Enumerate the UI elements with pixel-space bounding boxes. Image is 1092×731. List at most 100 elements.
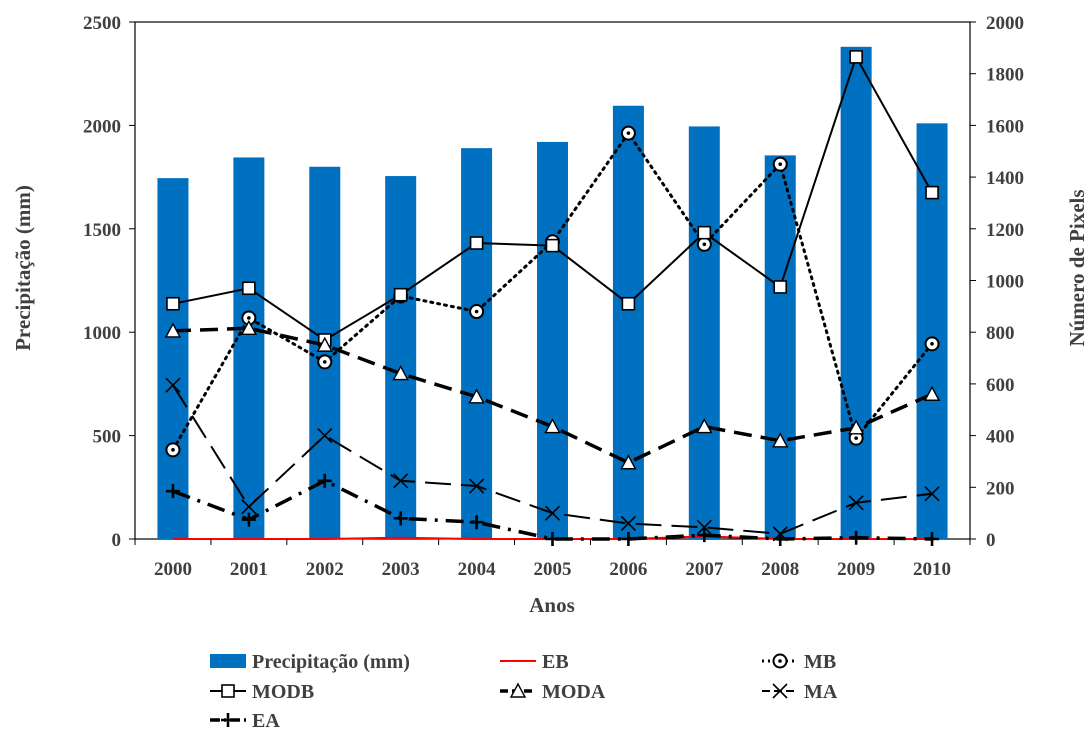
- legend-marker-modb: [221, 684, 235, 698]
- marker-mb-2007-center: [702, 242, 707, 247]
- left-axis-title: Precipitação (mm): [11, 185, 35, 351]
- marker-ea-2009: [849, 530, 864, 545]
- marker-ma-2005: [544, 505, 561, 521]
- right-tick-label: 1000: [986, 272, 1024, 293]
- legend-marker-mb-center: [778, 659, 782, 663]
- right-tick-label: 2000: [986, 13, 1024, 34]
- marker-ea-2000: [165, 484, 180, 499]
- x-tick-label: 2000: [154, 559, 192, 580]
- marker-ma-2009: [848, 495, 864, 511]
- right-tick-label: 600: [986, 375, 1015, 396]
- marker-mb-2006-center: [626, 131, 631, 135]
- x-axis-ticks: 2000 2001 2002 2003 2004 2005 2006 2007 2008 2009…: [134, 539, 971, 580]
- right-tick-label: 1400: [986, 168, 1024, 189]
- legend-marker-moda: [509, 682, 527, 698]
- x-tick-label: 2008: [761, 559, 799, 580]
- x-tick-label: 2005: [534, 559, 572, 580]
- marker-ea-2010: [925, 532, 940, 546]
- marker-ea-2008: [773, 532, 788, 546]
- marker-modb-2009: [849, 50, 863, 64]
- bar-2000: [157, 178, 189, 539]
- bar-2009: [840, 46, 872, 539]
- line-series-modb: [166, 50, 939, 347]
- marker-ea-2004: [469, 515, 484, 530]
- marker-ea-2005: [545, 532, 560, 546]
- x-tick-label: 2007: [685, 559, 724, 580]
- marker-modb-2000: [166, 296, 180, 311]
- right-tick-label: 200: [986, 478, 1015, 499]
- marker-ma-2003: [393, 473, 409, 489]
- right-axis-ticks: 0 200 400 600 800 1000 1200 1400 1600 1800 2000: [970, 13, 1024, 551]
- marker-mb-2002-center: [322, 360, 327, 364]
- marker-moda-2008: [772, 432, 789, 448]
- left-tick-label: 2500: [83, 13, 121, 34]
- marker-moda-2002: [316, 336, 333, 352]
- right-tick-label: 400: [986, 427, 1015, 448]
- bar-series-precipitacao: [157, 46, 948, 540]
- marker-mb-2000-center: [171, 448, 175, 452]
- x-tick-label: 2004: [458, 559, 497, 580]
- marker-ea-2003: [393, 511, 408, 526]
- marker-ma-2001: [241, 499, 257, 515]
- legend-label-moda: MODA: [542, 681, 606, 703]
- legend-marker-ma: [772, 683, 788, 699]
- bar-2005: [537, 141, 568, 539]
- marker-mb-2008-center: [778, 162, 783, 166]
- left-axis-ticks: 0 500 1000 1500 2000 2500: [83, 13, 135, 551]
- marker-ma-2006: [620, 515, 636, 532]
- left-tick-label: 2000: [83, 116, 121, 137]
- marker-moda-2009: [847, 419, 865, 435]
- bar-2003: [385, 176, 417, 540]
- legend-label-precipitacao: Precipitação (mm): [252, 651, 410, 673]
- marker-moda-2004: [468, 388, 485, 404]
- line-series-ma: [165, 377, 940, 542]
- legend-label-mb: MB: [804, 651, 836, 673]
- line-series-group: [164, 50, 941, 546]
- marker-modb-2005: [545, 238, 560, 253]
- marker-ea-2007: [697, 528, 712, 543]
- marker-modb-2003: [393, 287, 408, 302]
- x-tick-label: 2010: [913, 559, 951, 580]
- bar-2006: [612, 105, 644, 539]
- marker-ea-2006: [621, 532, 636, 546]
- marker-moda-2007: [696, 418, 713, 434]
- legend-label-ma: MA: [804, 681, 838, 703]
- x-axis-title: Anos: [529, 593, 575, 617]
- marker-ea-2002: [317, 473, 332, 488]
- marker-modb-2001: [242, 281, 256, 296]
- marker-modb-2007: [697, 225, 712, 240]
- legend-label-eb: EB: [542, 651, 569, 673]
- marker-modb-2004: [469, 236, 484, 250]
- marker-modb-2010: [925, 185, 939, 200]
- marker-moda-2006: [620, 454, 637, 470]
- marker-moda-2010: [923, 385, 941, 401]
- legend-marker-ea: [221, 713, 235, 727]
- marker-mb-2001-center: [247, 316, 251, 320]
- marker-mb-2010-center: [930, 342, 934, 346]
- bar-2008: [764, 155, 796, 540]
- x-tick-label: 2001: [230, 559, 268, 580]
- right-axis-title: Número de Pixels: [1065, 189, 1089, 346]
- bar-2010: [916, 123, 948, 539]
- line-ea: [172, 478, 933, 541]
- marker-ma-2000: [165, 377, 181, 393]
- marker-ma-2007: [696, 519, 712, 535]
- right-tick-label: 1800: [986, 65, 1024, 86]
- marker-moda-2000: [164, 322, 182, 338]
- legend: Precipitação (mm) EB MB MODB MODA MA EA: [210, 651, 838, 731]
- left-tick-label: 1500: [83, 220, 121, 241]
- left-tick-label: 1000: [83, 323, 121, 344]
- x-tick-label: 2006: [609, 559, 647, 580]
- legend-label-ea: EA: [252, 710, 280, 731]
- marker-moda-2005: [544, 418, 561, 434]
- x-tick-label: 2009: [837, 559, 875, 580]
- right-tick-label: 1600: [986, 116, 1024, 137]
- bar-2001: [233, 157, 265, 540]
- left-tick-label: 0: [112, 530, 122, 551]
- bar-2007: [688, 126, 720, 540]
- marker-modb-2008: [773, 280, 788, 294]
- marker-ma-2004: [469, 478, 485, 494]
- left-tick-label: 500: [93, 427, 122, 448]
- legend-label-modb: MODB: [252, 681, 314, 703]
